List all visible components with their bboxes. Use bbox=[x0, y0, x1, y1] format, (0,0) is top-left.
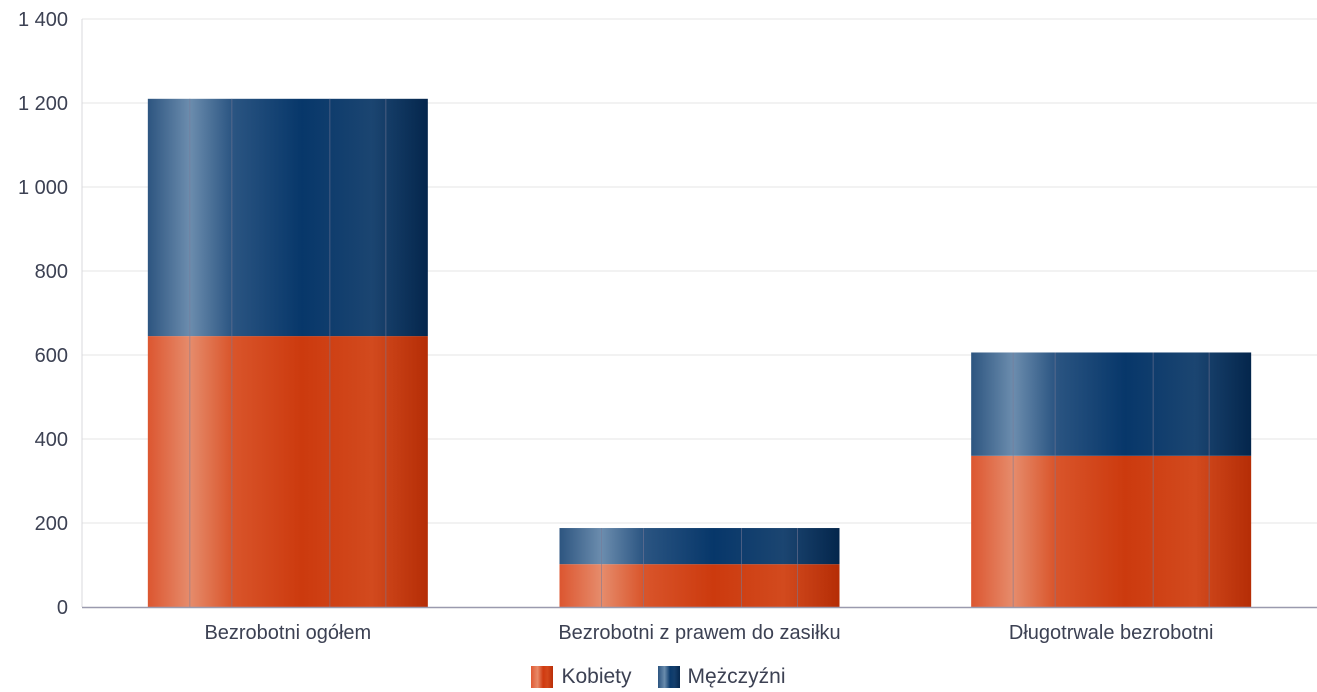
legend-label-mezczyzni: Mężczyźni bbox=[687, 665, 786, 688]
y-tick-label: 1 200 bbox=[18, 93, 68, 115]
x-category-label: Bezrobotni ogółem bbox=[204, 622, 371, 644]
x-category-label: Bezrobotni z prawem do zasiłku bbox=[558, 622, 840, 644]
y-tick-label: 800 bbox=[35, 261, 68, 283]
bar-kobiety-2[interactable] bbox=[559, 564, 840, 607]
bar-mezczyzni-1[interactable] bbox=[147, 98, 428, 337]
y-tick-label: 400 bbox=[35, 429, 68, 451]
y-tick-label: 1 400 bbox=[18, 9, 68, 31]
legend: Kobiety Mężczyźni bbox=[0, 662, 1317, 692]
y-tick-label: 1 000 bbox=[18, 177, 68, 199]
y-tick-label: 0 bbox=[57, 597, 68, 619]
legend-item-mezczyzni[interactable]: Mężczyźni bbox=[657, 665, 786, 689]
legend-label-kobiety: Kobiety bbox=[561, 665, 632, 688]
y-tick-label: 200 bbox=[35, 513, 68, 535]
x-category-label: Długotrwale bezrobotni bbox=[1009, 622, 1214, 644]
y-tick-label: 600 bbox=[35, 345, 68, 367]
bar-mezczyzni-3[interactable] bbox=[971, 352, 1252, 456]
stacked-bar-chart: 0 200 400 600 800 1 000 1 200 1 400 Bezrobotni o… bbox=[18, 9, 1317, 644]
bar-kobiety-1[interactable] bbox=[147, 336, 428, 607]
legend-swatch-mezczyzni bbox=[657, 666, 680, 688]
legend-swatch-kobiety bbox=[531, 666, 554, 688]
legend-item-kobiety[interactable]: Kobiety bbox=[531, 665, 632, 689]
bar-mezczyzni-2[interactable] bbox=[559, 528, 840, 565]
bar-kobiety-3[interactable] bbox=[971, 455, 1252, 607]
